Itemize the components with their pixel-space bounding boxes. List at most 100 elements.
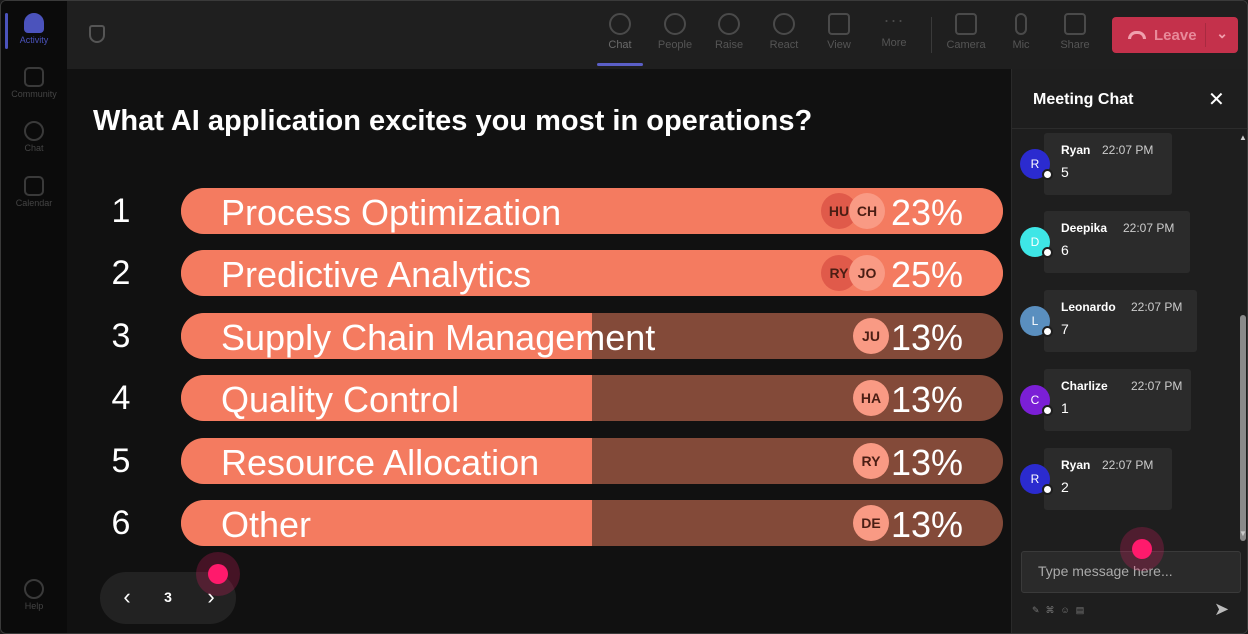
more-button[interactable]: ··· More xyxy=(870,11,918,61)
message-text: 6 xyxy=(1061,242,1069,258)
option-label: Other xyxy=(221,504,312,545)
message-time: 22:07 PM xyxy=(1123,221,1175,235)
chevron-down-icon[interactable]: ⌄ xyxy=(1216,25,1228,41)
presence-status-icon xyxy=(1042,405,1053,416)
bell-icon xyxy=(24,13,44,33)
send-icon[interactable]: ➤ xyxy=(1214,599,1230,619)
option-label: Supply Chain Management xyxy=(221,317,656,358)
voter-avatar: JU xyxy=(853,318,889,354)
option-bar: Resource Allocation RY 13% xyxy=(181,438,1003,484)
more-button-label: More xyxy=(881,37,907,49)
poll-option-row: 6 Other DE 13% xyxy=(101,500,1005,546)
chat-title: Meeting Chat xyxy=(1033,91,1134,108)
hang-up-icon xyxy=(1128,31,1146,39)
mic-button-label: Mic xyxy=(1012,39,1030,51)
next-page-button[interactable]: › xyxy=(207,584,215,609)
react-button[interactable]: React xyxy=(760,11,808,61)
option-bar-fill xyxy=(181,313,592,359)
option-percentage: 23% xyxy=(890,192,963,233)
pointer-highlight xyxy=(1132,539,1152,559)
help-icon xyxy=(24,579,44,599)
chat-message[interactable]: Ryan 22:07 PM 2 R xyxy=(1020,448,1210,510)
option-number: 2 xyxy=(111,254,131,292)
leave-button[interactable]: Leave ⌄ xyxy=(1112,17,1238,53)
message-text: 1 xyxy=(1061,400,1069,416)
mic-button[interactable]: Mic xyxy=(997,11,1045,61)
smiley-icon xyxy=(773,13,795,35)
sender-name: Deepika xyxy=(1061,221,1108,235)
share-icon xyxy=(1064,13,1086,35)
option-percentage: 25% xyxy=(890,254,963,295)
option-percentage: 13% xyxy=(890,317,963,358)
rail-item-community[interactable]: Community xyxy=(1,67,67,99)
hand-icon xyxy=(718,13,740,35)
camera-button[interactable]: Camera xyxy=(942,11,990,61)
view-button[interactable]: View xyxy=(815,11,863,61)
poll-question: What AI application excites you most in … xyxy=(93,105,813,137)
rail-item-label: Activity xyxy=(19,35,49,45)
option-percentage: 13% xyxy=(890,379,963,420)
option-bar: Predictive Analytics RY JO 25% xyxy=(181,250,1003,296)
chat-message[interactable]: Deepika 22:07 PM 6 D xyxy=(1020,211,1210,273)
rail-item-label: Community xyxy=(11,89,57,99)
message-bubble: Charlize 22:07 PM 1 xyxy=(1044,369,1191,431)
rail-item-activity[interactable]: Activity xyxy=(1,13,67,45)
prev-page-button[interactable]: ‹ xyxy=(123,584,131,609)
poll-option-row: 4 Quality Control HA 13% xyxy=(101,375,1005,421)
message-bubble: Ryan 22:07 PM 2 xyxy=(1044,448,1172,510)
page-number: 3 xyxy=(164,589,172,605)
poll-option-row: 3 Supply Chain Management JU 13% xyxy=(101,313,1005,359)
message-time: 22:07 PM xyxy=(1102,143,1154,157)
rail-active-indicator xyxy=(5,13,8,49)
rail-item-help[interactable]: Help xyxy=(1,579,67,611)
option-bar: Quality Control HA 13% xyxy=(181,375,1003,421)
scroll-down-icon[interactable]: ▼ xyxy=(1239,529,1247,538)
option-bar: Other DE 13% xyxy=(181,500,1003,546)
sender-name: Ryan xyxy=(1061,143,1091,157)
rail-item-chat[interactable]: Chat xyxy=(1,121,67,153)
sender-name: Ryan xyxy=(1061,458,1091,472)
option-number: 4 xyxy=(111,379,131,417)
rail-item-label: Calendar xyxy=(15,198,53,208)
sender-name: Leonardo xyxy=(1061,300,1116,314)
chat-message[interactable]: Ryan 22:07 PM 5 R xyxy=(1020,133,1210,195)
message-time: 22:07 PM xyxy=(1131,379,1183,393)
camera-button-label: Camera xyxy=(946,39,986,51)
people-icon xyxy=(664,13,686,35)
raise-hand-button[interactable]: Raise xyxy=(705,11,753,61)
presence-status-icon xyxy=(1042,169,1053,180)
raise-button-label: Raise xyxy=(714,39,744,51)
format-toolbar-icons[interactable]: ✎⌘☺▤ xyxy=(1032,605,1091,615)
message-text: 2 xyxy=(1061,479,1069,495)
close-icon[interactable]: ✕ xyxy=(1208,89,1225,111)
option-label: Quality Control xyxy=(221,379,460,420)
message-bubble: Leonardo 22:07 PM 7 xyxy=(1044,290,1197,352)
message-time: 22:07 PM xyxy=(1131,300,1183,314)
meeting-chat-panel: Meeting Chat ✕ Ryan 22:07 PM 5 R Deepika 22:0… xyxy=(1011,69,1247,633)
react-button-label: React xyxy=(769,39,799,51)
option-bar-fill xyxy=(181,375,592,421)
option-number: 3 xyxy=(111,317,131,355)
camera-off-icon xyxy=(955,13,977,35)
chat-scrollbar[interactable]: ▲ ▼ xyxy=(1236,129,1247,545)
scroll-thumb[interactable] xyxy=(1240,315,1246,541)
chat-icon xyxy=(609,13,631,35)
chat-button-label: Chat xyxy=(608,39,632,51)
message-bubble: Ryan 22:07 PM 5 xyxy=(1044,133,1172,195)
app-rail: Activity Community Chat Calendar Help xyxy=(1,1,67,633)
chat-button[interactable]: Chat xyxy=(596,11,644,61)
option-label: Process Optimization xyxy=(221,192,562,233)
scroll-up-icon[interactable]: ▲ xyxy=(1239,133,1247,142)
share-button-label: Share xyxy=(1060,39,1090,51)
rail-item-calendar[interactable]: Calendar xyxy=(1,176,67,208)
share-button[interactable]: Share xyxy=(1051,11,1099,61)
chat-message-input[interactable]: Type message here... xyxy=(1021,551,1241,593)
mic-icon xyxy=(1015,13,1027,35)
chat-message[interactable]: Leonardo 22:07 PM 7 L xyxy=(1020,290,1210,352)
calendar-icon xyxy=(24,176,44,196)
people-button[interactable]: People xyxy=(651,11,699,61)
chat-message[interactable]: Charlize 22:07 PM 1 C xyxy=(1020,369,1210,431)
option-number: 1 xyxy=(111,192,131,230)
option-bar-fill xyxy=(181,438,592,484)
